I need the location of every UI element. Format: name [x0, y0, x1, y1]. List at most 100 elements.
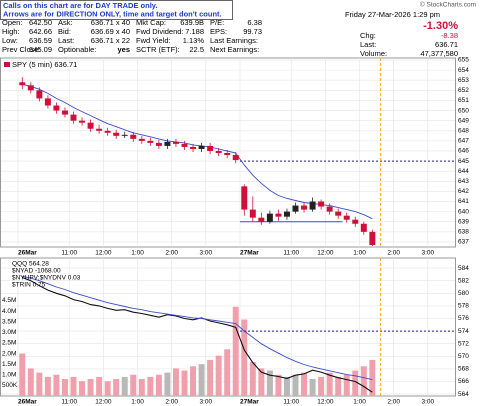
- field-label: Last Earnings:: [210, 36, 258, 45]
- y2-tick-label: 4.0M: [2, 308, 16, 315]
- y-tick-label: 647: [458, 138, 469, 145]
- candle-body: [266, 213, 273, 222]
- y-tick-label: 568: [458, 366, 469, 373]
- field-value: 636.69 x 40: [91, 27, 130, 36]
- y-tick-label: 655: [458, 57, 469, 64]
- candle-body: [130, 134, 137, 139]
- candle-body: [326, 206, 333, 212]
- volume-bar: [172, 368, 179, 396]
- field-label: EPS:: [210, 27, 227, 36]
- candle-body: [241, 186, 248, 210]
- field-value: 636.59: [29, 36, 52, 45]
- legend: $NYAD -1068.00: [12, 268, 61, 275]
- field-value: yes: [117, 45, 130, 54]
- y2-tick-label: 1.0M: [2, 371, 16, 378]
- volume-bar: [164, 372, 171, 396]
- pct-change: -1.30%: [423, 20, 458, 32]
- volume-bar: [53, 374, 60, 396]
- panel-frame: [0, 57, 456, 248]
- line: [22, 276, 373, 393]
- y-tick-label: 651: [458, 97, 469, 104]
- x-tick-label: 11:00: [61, 250, 77, 257]
- candle-body: [275, 213, 282, 217]
- field-label: Last:: [360, 40, 376, 49]
- field-label: Fwd Dividend:: [136, 27, 184, 36]
- candle-body: [36, 90, 43, 99]
- y-tick-label: 570: [458, 353, 469, 360]
- candle-body: [181, 143, 188, 147]
- volume-bar: [224, 349, 231, 396]
- x-tick-label: 12:00: [317, 399, 334, 406]
- field-value: 6.38: [247, 18, 262, 27]
- x-tick-label: 11:00: [283, 399, 299, 406]
- volume-bar: [113, 379, 120, 396]
- field-label: Open:: [2, 18, 22, 27]
- candle-body: [207, 145, 214, 151]
- volume-bar: [96, 376, 103, 396]
- x-tick-label: 27Mar: [240, 399, 259, 406]
- volume-bar: [198, 364, 205, 396]
- candle-body: [190, 146, 197, 149]
- y-tick-label: 654: [458, 67, 469, 74]
- candle-body: [147, 140, 154, 143]
- candle-body: [53, 105, 60, 111]
- field-value: -8.38: [441, 31, 458, 40]
- field-label: Optionable:: [58, 45, 96, 54]
- y-tick-label: 652: [458, 87, 469, 94]
- field-label: P/E:: [210, 18, 224, 27]
- volume-bar: [147, 376, 154, 396]
- volume-bar: [292, 374, 299, 396]
- field-value: 642.66: [29, 27, 52, 36]
- y2-tick-label: 500K: [2, 382, 18, 389]
- volume-bar: [352, 370, 359, 396]
- candle-body: [44, 98, 51, 106]
- y-tick-label: 645: [458, 158, 469, 165]
- copyright: © StockCharts.com: [420, 1, 476, 9]
- candle-body: [61, 110, 68, 115]
- y2-tick-label: 2.0M: [2, 350, 16, 357]
- volume-bar: [36, 372, 43, 396]
- candle-body: [104, 130, 111, 133]
- x-tick-label: 26Mar: [18, 399, 37, 406]
- field-label: Next Earnings:: [210, 45, 259, 54]
- candle-body: [27, 85, 34, 91]
- y2-tick-label: 3.0M: [2, 329, 16, 336]
- field-label: SCTR (ETF):: [136, 45, 180, 54]
- volume-bar: [318, 376, 325, 396]
- volume-bar: [215, 355, 222, 396]
- volume-bar: [360, 366, 367, 396]
- y-tick-label: 644: [458, 168, 469, 175]
- x-tick-label: 26Mar: [18, 250, 37, 257]
- candle-body: [301, 205, 308, 210]
- candle-body: [318, 201, 325, 207]
- volume-bar: [190, 366, 197, 396]
- notice: Arrows are for DIRECTION ONLY, time and …: [3, 9, 222, 18]
- y2-tick-label: 4.5M: [2, 297, 16, 304]
- field-value: 642.50: [29, 18, 52, 27]
- y-tick-label: 649: [458, 117, 469, 124]
- volume-bar: [87, 379, 94, 396]
- candle-body: [138, 138, 145, 141]
- x-tick-label: 1:00: [131, 250, 144, 257]
- field-label: Fwd Yield:: [136, 36, 171, 45]
- notice: Calls on this chart are for DAY TRADE on…: [3, 1, 157, 10]
- candle-body: [121, 134, 128, 136]
- y-tick-label: 648: [458, 127, 469, 134]
- candle-body: [87, 122, 94, 129]
- volume-bar: [275, 374, 282, 396]
- x-tick-label: 12:00: [317, 250, 334, 257]
- legend: $NYUPV:$NYDNV 0.03: [12, 275, 81, 282]
- field-value: 7.188: [185, 27, 204, 36]
- volume-bar: [326, 372, 333, 396]
- y-tick-label: 637: [458, 239, 469, 246]
- volume-bar: [79, 381, 86, 396]
- volume-bar: [343, 374, 350, 396]
- candle-body: [224, 153, 231, 156]
- volume-bar: [104, 381, 111, 396]
- field-value: 1.13%: [183, 36, 205, 45]
- candle-body: [155, 142, 162, 146]
- x-tick-label: 1:00: [353, 399, 366, 406]
- volume-bar: [130, 374, 137, 396]
- candle-body: [292, 205, 299, 212]
- candle-body: [164, 141, 171, 146]
